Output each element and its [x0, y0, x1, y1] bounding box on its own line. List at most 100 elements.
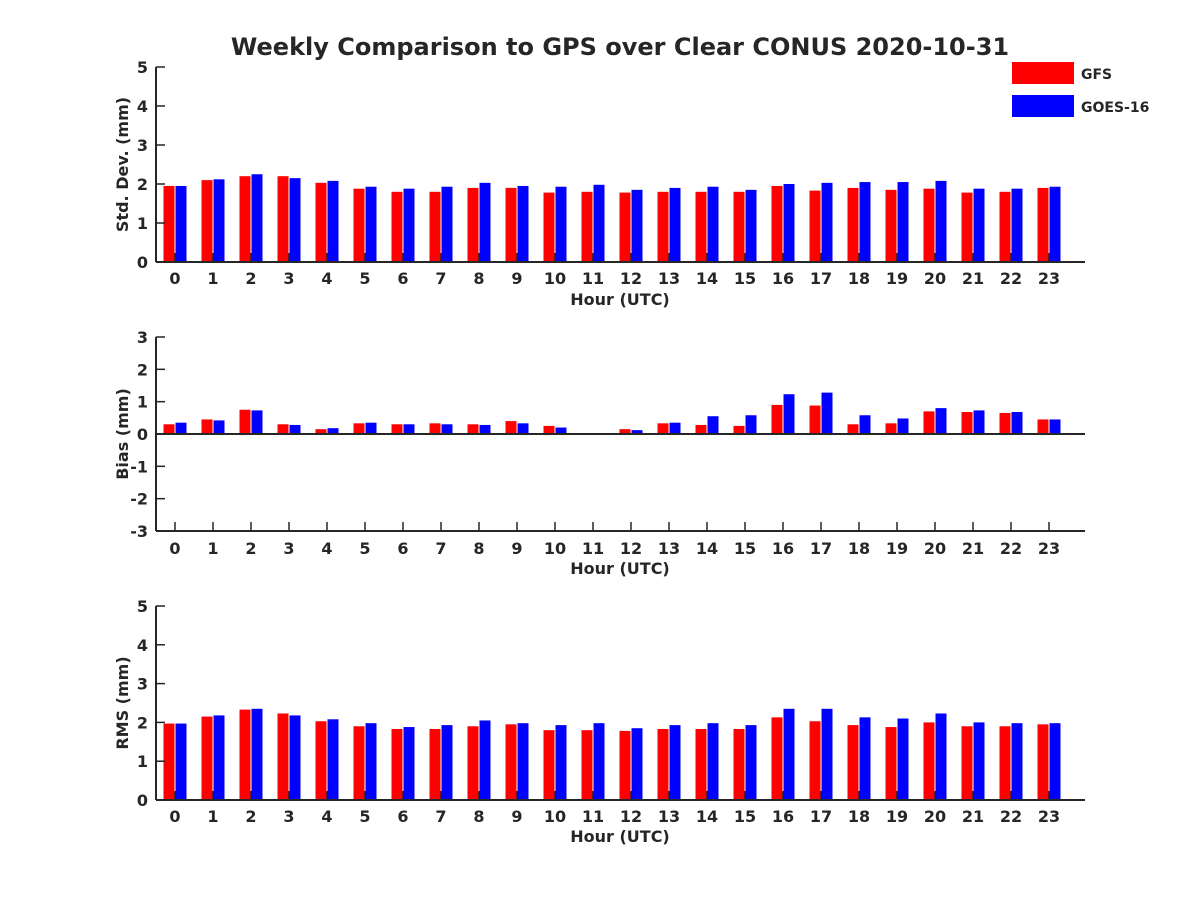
- bias-bar-gfs-20: [923, 411, 935, 434]
- std-dev-xtick-label: 3: [283, 269, 294, 288]
- rms-bar-gfs-9: [505, 724, 517, 800]
- bias-xtick-label: 15: [734, 539, 756, 558]
- std-dev-bar-gfs-13: [657, 191, 669, 262]
- std-dev-xtick-label: 8: [473, 269, 484, 288]
- rms-ytick-label: 4: [137, 636, 148, 655]
- bias-bar-gfs-21: [961, 412, 973, 434]
- legend: GFS GOES-16: [1012, 62, 1149, 117]
- rms-xtick-label: 10: [544, 807, 566, 826]
- std-dev-bar-gfs-7: [429, 191, 441, 262]
- legend-swatch-gfs: [1012, 62, 1074, 84]
- std-dev-bar-goes16-8: [479, 182, 491, 262]
- rms-bar-goes16-16: [783, 708, 795, 800]
- std-dev-ytick-label: 1: [137, 214, 148, 233]
- bias-bar-goes16-20: [935, 408, 947, 434]
- bias-bar-gfs-19: [885, 423, 897, 434]
- bias-bar-goes16-19: [897, 418, 909, 434]
- rms-xtick-label: 23: [1038, 807, 1060, 826]
- bias-bar-gfs-15: [733, 425, 745, 434]
- rms-xtick-label: 1: [207, 807, 218, 826]
- rms-ytick-label: 0: [137, 791, 148, 810]
- std-dev-bar-goes16-11: [593, 184, 605, 262]
- std-dev-bar-goes16-9: [517, 185, 529, 262]
- bias-bar-gfs-7: [429, 423, 441, 434]
- rms-bar-goes16-22: [1011, 723, 1023, 800]
- std-dev-xtick-label: 16: [772, 269, 794, 288]
- rms-bar-goes16-17: [821, 708, 833, 800]
- std-dev-ytick-label: 2: [137, 175, 148, 194]
- rms-bar-gfs-4: [315, 721, 327, 800]
- bias-bar-gfs-4: [315, 429, 327, 434]
- bias-bar-goes16-23: [1049, 419, 1061, 434]
- rms-xtick-label: 18: [848, 807, 870, 826]
- std-dev-bar-goes16-2: [251, 174, 263, 262]
- legend-swatch-goes16: [1012, 95, 1074, 117]
- rms-xtick-label: 13: [658, 807, 680, 826]
- bias-xtick-label: 14: [696, 539, 718, 558]
- std-dev-bar-goes16-12: [631, 189, 643, 262]
- bias-xtick-label: 17: [810, 539, 832, 558]
- bias-xtick-label: 13: [658, 539, 680, 558]
- rms-xtick-label: 14: [696, 807, 718, 826]
- rms-bar-gfs-13: [657, 728, 669, 800]
- std-dev-bar-goes16-0: [175, 185, 187, 262]
- legend-label-goes16: GOES-16: [1081, 100, 1149, 116]
- bias-bar-goes16-4: [327, 428, 339, 434]
- rms-bar-gfs-15: [733, 728, 745, 800]
- bias-bar-goes16-16: [783, 394, 795, 434]
- bias-bar-goes16-14: [707, 416, 719, 434]
- bias-xtick-label: 11: [582, 539, 604, 558]
- rms-xtick-label: 22: [1000, 807, 1022, 826]
- std-dev-bar-gfs-20: [923, 188, 935, 262]
- bias-xtick-label: 20: [924, 539, 946, 558]
- bias-bar-goes16-7: [441, 424, 453, 434]
- std-dev-bar-gfs-10: [543, 192, 555, 262]
- bias-xtick-label: 4: [321, 539, 332, 558]
- std-dev-bar-gfs-9: [505, 187, 517, 262]
- rms-ytick-label: 1: [137, 752, 148, 771]
- std-dev-bar-gfs-17: [809, 190, 821, 262]
- bias-bar-gfs-6: [391, 424, 403, 434]
- std-dev-xtick-label: 11: [582, 269, 604, 288]
- rms-xtick-label: 7: [435, 807, 446, 826]
- std-dev-ylabel: Std. Dev. (mm): [113, 97, 132, 232]
- std-dev-xtick-label: 7: [435, 269, 446, 288]
- std-dev-bar-goes16-5: [365, 186, 377, 262]
- std-dev-xtick-label: 13: [658, 269, 680, 288]
- rms-xtick-label: 16: [772, 807, 794, 826]
- bias-bar-goes16-18: [859, 415, 871, 434]
- rms-bar-goes16-14: [707, 723, 719, 800]
- bias-bar-gfs-10: [543, 425, 555, 434]
- bias-xtick-label: 5: [359, 539, 370, 558]
- rms-bar-goes16-8: [479, 720, 491, 800]
- rms-bar-gfs-6: [391, 728, 403, 800]
- rms-bar-goes16-0: [175, 723, 187, 800]
- rms-bar-goes16-2: [251, 708, 263, 800]
- rms-xtick-label: 4: [321, 807, 332, 826]
- std-dev-bar-gfs-16: [771, 185, 783, 262]
- std-dev-xtick-label: 14: [696, 269, 718, 288]
- rms-bar-goes16-15: [745, 725, 757, 800]
- std-dev-xlabel: Hour (UTC): [570, 290, 670, 309]
- rms-bar-gfs-11: [581, 730, 593, 800]
- std-dev-bar-goes16-21: [973, 188, 985, 262]
- bias-ytick-label: 0: [137, 425, 148, 444]
- rms-bar-gfs-10: [543, 730, 555, 800]
- bias-bar-gfs-9: [505, 421, 517, 434]
- rms-bar-gfs-19: [885, 727, 897, 800]
- rms-bar-goes16-10: [555, 725, 567, 800]
- std-dev-bar-gfs-2: [239, 176, 251, 262]
- rms-ytick-label: 5: [137, 597, 148, 616]
- bias-bar-gfs-22: [999, 412, 1011, 434]
- rms-xtick-label: 12: [620, 807, 642, 826]
- bias-bar-goes16-9: [517, 423, 529, 434]
- std-dev-bar-gfs-4: [315, 182, 327, 262]
- bias-bar-gfs-1: [201, 419, 213, 434]
- std-dev-bar-goes16-10: [555, 186, 567, 262]
- std-dev-bar-goes16-23: [1049, 186, 1061, 262]
- std-dev-xtick-label: 15: [734, 269, 756, 288]
- std-dev-xtick-label: 0: [169, 269, 180, 288]
- rms-bar-goes16-19: [897, 718, 909, 800]
